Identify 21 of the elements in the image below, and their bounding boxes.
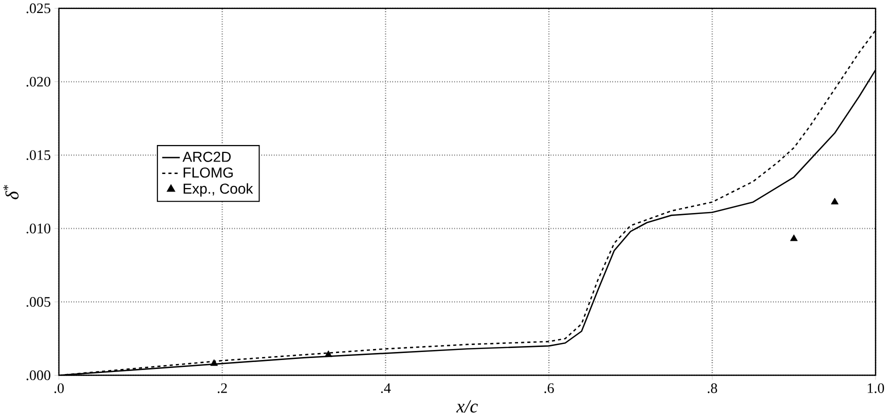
- y-tick-label: .010: [26, 224, 50, 234]
- y-axis-title: δ$^{*}$: [3, 185, 19, 200]
- legend-label: ARC2D: [182, 152, 231, 162]
- x-tick-label: 1.0: [868, 383, 884, 394]
- x-tick-label: .0: [54, 383, 64, 394]
- x-tick-label: .8: [708, 383, 718, 394]
- x-tick-label: .2: [218, 383, 227, 394]
- y-tick-label: .020: [26, 76, 50, 87]
- point: [324, 350, 332, 357]
- x-axis-title: x/c: [456, 400, 478, 413]
- y-tick-label: .005: [26, 296, 50, 307]
- legend-label: FLOMG: [184, 167, 233, 178]
- y-tick-label: .000: [26, 370, 50, 380]
- y-tick-label: .025: [26, 3, 50, 14]
- point: [790, 234, 798, 242]
- point: [210, 359, 218, 366]
- x-tick-label: .4: [381, 383, 391, 394]
- y-tick-label: .015: [26, 150, 50, 160]
- x-tick-label: .6: [544, 383, 554, 394]
- point: [830, 198, 838, 204]
- legend-label: Exp., Cook: [184, 183, 254, 197]
